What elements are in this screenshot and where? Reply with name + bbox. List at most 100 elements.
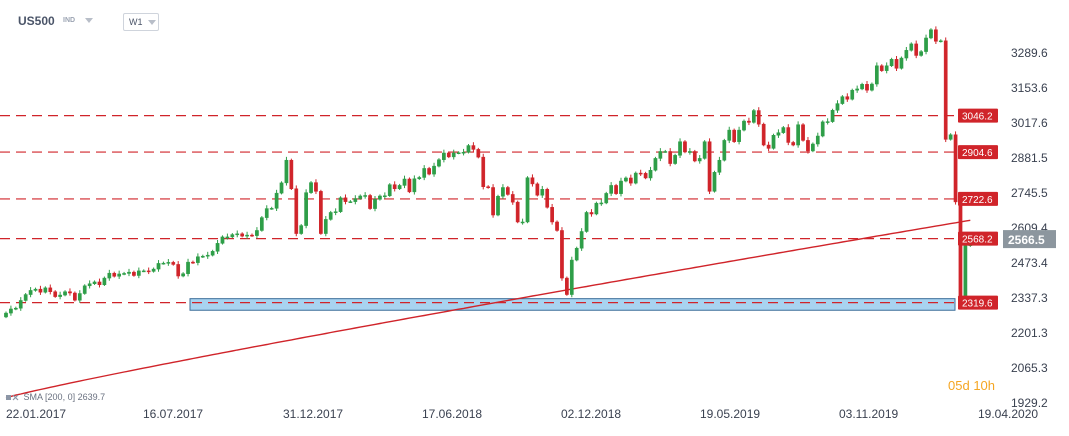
candle-body	[58, 294, 62, 297]
candle-body	[132, 271, 136, 276]
candle-body	[446, 152, 451, 158]
candle-body	[702, 141, 707, 159]
y-axis-tick: 2337.3	[1011, 291, 1048, 305]
candle-body	[894, 59, 899, 69]
candle-body	[348, 201, 353, 203]
candle-body	[156, 263, 161, 270]
candle-body	[830, 110, 835, 122]
x-axis-tick: 16.07.2017	[143, 407, 203, 421]
candle-body	[48, 287, 53, 292]
candle-body	[412, 178, 417, 193]
candle-body	[259, 217, 264, 231]
candle-body	[860, 84, 864, 90]
candle-body	[68, 291, 72, 294]
candle-body	[722, 140, 727, 161]
candle-body	[402, 178, 407, 186]
candle-body	[269, 208, 274, 210]
candle-body	[491, 187, 495, 216]
candle-body	[427, 168, 431, 175]
x-axis-tick: 22.01.2017	[6, 407, 66, 421]
candle-body	[638, 172, 643, 175]
candle-body	[191, 261, 195, 264]
candle-body	[200, 255, 205, 258]
candle-body	[461, 151, 466, 154]
candle-body	[417, 177, 422, 179]
candle-body	[594, 202, 599, 215]
timeframe-select[interactable]: W1	[123, 13, 159, 31]
candle-body	[781, 127, 786, 133]
candle-body	[766, 144, 771, 149]
sma-indicator-value: 2639.7	[77, 392, 106, 402]
symbol-name[interactable]: US500	[18, 14, 55, 28]
candle-body	[624, 177, 628, 182]
candle-body	[23, 294, 28, 301]
countdown-hours-unit: h	[987, 378, 996, 393]
candle-body	[343, 197, 348, 202]
candle-body	[707, 141, 712, 192]
candle-body	[38, 288, 43, 293]
candle-body	[668, 151, 673, 164]
candle-body	[353, 198, 358, 202]
candle-body	[727, 129, 732, 141]
candle-body	[628, 177, 633, 184]
candle-body	[397, 185, 402, 190]
candle-body	[196, 256, 200, 263]
x-axis-tick: 19.05.2019	[700, 407, 760, 421]
sma-indicator-legend[interactable]: SMA [200, 0] 2639.7	[6, 392, 105, 402]
level-tag	[958, 191, 998, 206]
candle-body	[496, 195, 500, 216]
candle-body	[884, 65, 889, 71]
candle-body	[240, 233, 245, 237]
candle-body	[166, 262, 171, 264]
candle-body	[520, 221, 525, 224]
candle-body	[560, 230, 564, 279]
candle-body	[284, 159, 289, 184]
candle-body	[141, 270, 146, 273]
candle-body	[437, 159, 441, 167]
candle-body	[363, 195, 368, 197]
candle-body	[653, 158, 658, 171]
candle-body	[82, 285, 87, 294]
y-axis-tick: 2473.4	[1011, 256, 1048, 270]
candle-body	[673, 155, 677, 164]
candle-body	[338, 197, 343, 212]
candle-body	[205, 254, 210, 257]
candle-body	[466, 145, 471, 153]
candle-body	[835, 103, 840, 111]
candle-body	[948, 134, 953, 140]
candle-body	[181, 273, 185, 277]
x-axis-tick: 17.06.2018	[422, 407, 482, 421]
candle-body	[279, 182, 284, 194]
candle-body	[515, 201, 520, 223]
chart-toolbar: US500 IND W1	[0, 0, 1069, 40]
candle-body	[579, 231, 584, 249]
candle-body	[904, 50, 909, 59]
candle-body	[171, 262, 176, 265]
candle-body	[717, 159, 722, 173]
candle-body	[953, 134, 958, 203]
candle-body	[294, 188, 299, 234]
support-zone	[189, 298, 956, 311]
candle-body	[151, 268, 156, 272]
candle-body	[501, 187, 505, 197]
candle-body	[456, 152, 461, 155]
candle-body	[540, 189, 545, 196]
candle-body	[879, 65, 884, 71]
candle-body	[938, 40, 943, 43]
candle-body	[589, 212, 594, 215]
candle-body	[801, 124, 805, 141]
candle-body	[323, 219, 328, 234]
candle-body	[919, 51, 923, 56]
candle-body	[889, 59, 894, 67]
symbol-dropdown-chevron-icon[interactable]	[85, 18, 93, 23]
indicator-settings-icon[interactable]	[6, 394, 20, 402]
candle-body	[742, 120, 746, 131]
candle-body	[643, 173, 648, 179]
y-axis-tick: 2745.5	[1011, 186, 1048, 200]
candle-body	[387, 184, 392, 196]
candle-body	[909, 43, 914, 51]
candle-body	[186, 261, 190, 274]
candle-body	[97, 281, 102, 286]
